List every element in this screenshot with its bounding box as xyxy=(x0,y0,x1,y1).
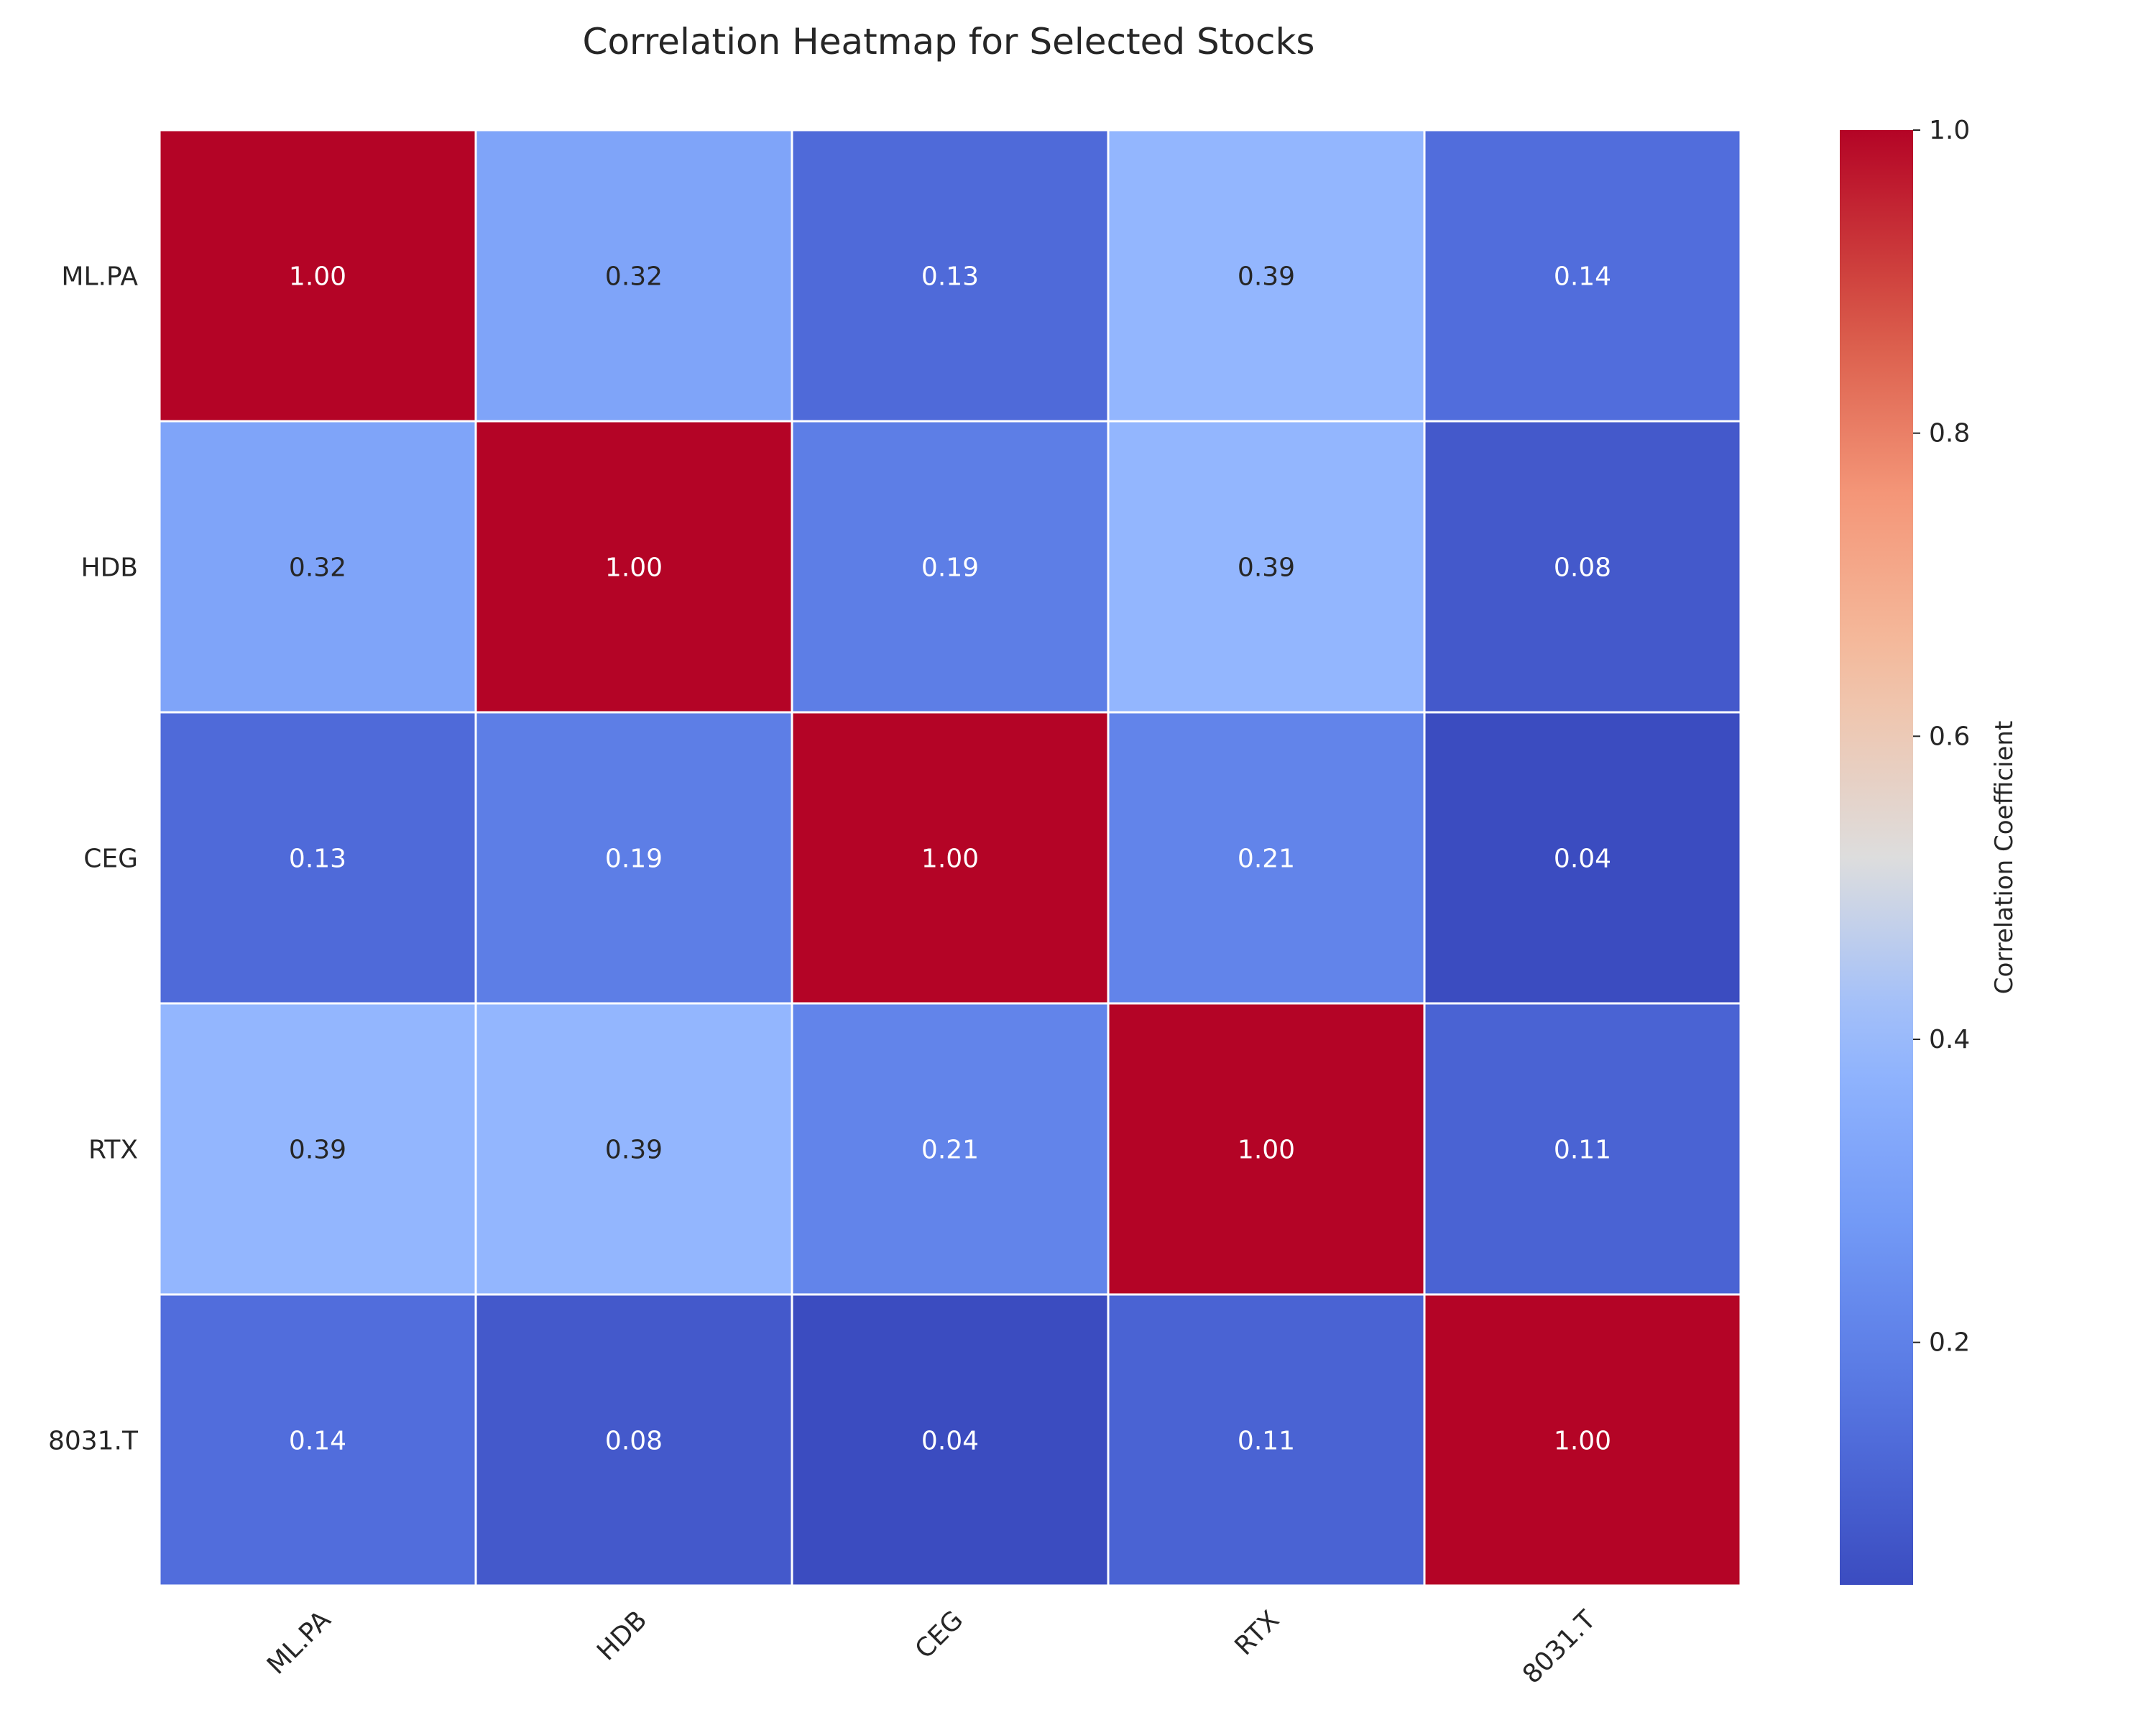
cell-value-label: 1.00 xyxy=(289,262,346,292)
x-tick-label: ML.PA xyxy=(262,1605,337,1680)
heatmap-cell xyxy=(158,1293,477,1587)
heatmap-cell xyxy=(791,1293,1110,1587)
colorbar-tick-label: 0.6 xyxy=(1929,722,1970,751)
colorbar-tick-label: 0.2 xyxy=(1929,1328,1970,1358)
cell-value-label: 0.39 xyxy=(605,1136,663,1165)
y-tick-label: CEG xyxy=(83,845,138,874)
y-tick-label: RTX xyxy=(88,1136,138,1165)
heatmap-cell xyxy=(1423,711,1742,1005)
heatmap-cell xyxy=(474,711,793,1005)
y-tick-label: HDB xyxy=(81,553,139,583)
cell-value-label: 0.21 xyxy=(1238,845,1295,874)
heatmap-cell xyxy=(474,1002,793,1296)
heatmap-cell xyxy=(791,420,1110,714)
cell-value-label: 1.00 xyxy=(1554,1427,1611,1456)
heatmap-cell xyxy=(474,1293,793,1587)
colorbar-tick-label: 0.4 xyxy=(1929,1025,1970,1054)
cell-value-label: 0.39 xyxy=(289,1136,346,1165)
x-tick-label: CEG xyxy=(910,1605,969,1665)
cell-value-label: 1.00 xyxy=(1238,1136,1295,1165)
heatmap-cell xyxy=(1107,129,1426,423)
heatmap-cell xyxy=(791,711,1110,1005)
heatmap-cell xyxy=(474,129,793,423)
cell-value-label: 0.14 xyxy=(289,1427,346,1456)
y-tick-label: ML.PA xyxy=(61,262,138,292)
x-axis-tick-labels: ML.PA HDB CEG RTX 8031.T xyxy=(262,1605,1602,1690)
cell-value-label: 0.04 xyxy=(921,1427,979,1456)
heatmap-cell xyxy=(791,129,1110,423)
cell-value-label: 0.13 xyxy=(289,845,346,874)
x-tick-label: HDB xyxy=(591,1605,653,1666)
cell-value-label: 0.21 xyxy=(921,1136,979,1165)
heatmap-cell xyxy=(158,129,477,423)
y-axis-tick-labels: ML.PA HDB CEG RTX 8031.T xyxy=(48,262,139,1456)
x-tick-label: 8031.T xyxy=(1517,1605,1602,1690)
heatmap-cells xyxy=(158,129,1742,1587)
heatmap-cell xyxy=(158,420,477,714)
cell-value-label: 0.39 xyxy=(1238,553,1295,583)
cell-value-label: 0.39 xyxy=(1238,262,1295,292)
heatmap-cell xyxy=(1107,711,1426,1005)
heatmap-cell xyxy=(1423,129,1742,423)
cell-value-label: 0.32 xyxy=(289,553,346,583)
heatmap-cell xyxy=(1423,420,1742,714)
cell-value-labels: 1.00 0.32 0.13 0.39 0.14 0.32 1.00 0.19 0.39 0.08… xyxy=(289,262,1611,1456)
cell-value-label: 1.00 xyxy=(921,845,979,874)
cell-value-label: 0.08 xyxy=(1554,553,1611,583)
colorbar: 0.2 0.4 0.6 0.8 1.0 Correlation Coefficient xyxy=(1840,116,2019,1585)
cell-value-label: 0.19 xyxy=(605,845,663,874)
colorbar-tick-label: 1.0 xyxy=(1929,116,1970,145)
heatmap-cell xyxy=(791,1002,1110,1296)
y-tick-label: 8031.T xyxy=(48,1427,139,1456)
cell-value-label: 0.11 xyxy=(1554,1136,1611,1165)
cell-value-label: 0.32 xyxy=(605,262,663,292)
cell-value-label: 1.00 xyxy=(605,553,663,583)
cell-value-label: 0.04 xyxy=(1554,845,1611,874)
chart-title: Correlation Heatmap for Selected Stocks xyxy=(583,21,1315,63)
cell-value-label: 0.14 xyxy=(1554,262,1611,292)
colorbar-label: Correlation Coefficient xyxy=(1990,721,2019,995)
heatmap-cell xyxy=(1423,1002,1742,1296)
cell-value-label: 0.13 xyxy=(921,262,979,292)
heatmap-cell xyxy=(1423,1293,1742,1587)
colorbar-gradient xyxy=(1840,130,1913,1585)
cell-value-label: 0.19 xyxy=(921,553,979,583)
colorbar-ticks: 0.2 0.4 0.6 0.8 1.0 xyxy=(1913,116,1970,1358)
heatmap-cell xyxy=(158,1002,477,1296)
x-tick-label: RTX xyxy=(1230,1605,1286,1661)
cell-value-label: 0.08 xyxy=(605,1427,663,1456)
cell-value-label: 0.11 xyxy=(1238,1427,1295,1456)
colorbar-tick-label: 0.8 xyxy=(1929,419,1970,448)
heatmap-cell xyxy=(1107,1002,1426,1296)
